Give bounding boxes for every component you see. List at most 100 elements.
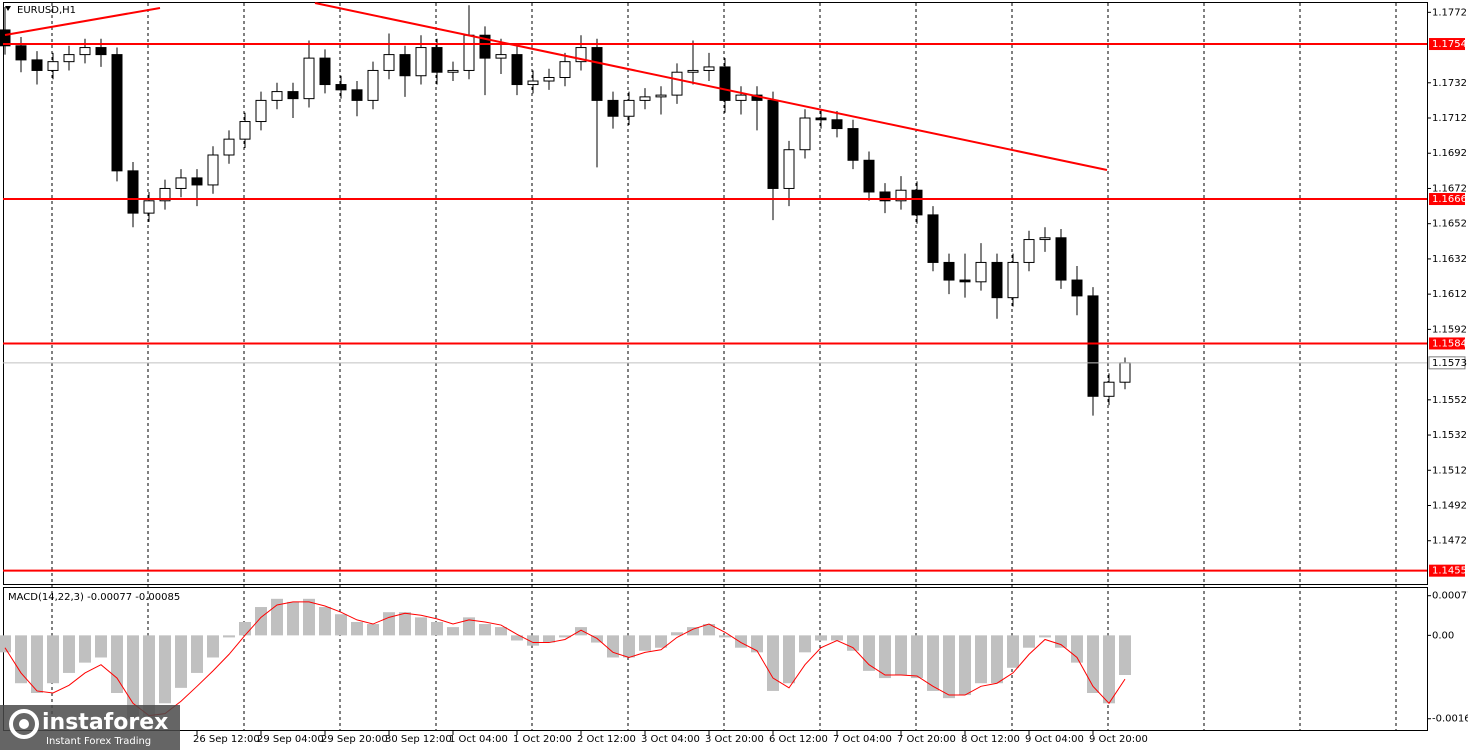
histogram-bar	[959, 635, 971, 696]
candle-body	[1103, 381, 1115, 397]
histogram-bar	[1055, 635, 1067, 648]
candle-body	[223, 138, 235, 156]
x-tick-label: 6 Oct 12:00	[769, 734, 828, 745]
histogram-bar	[191, 635, 203, 673]
x-tick-label: 9 Oct 20:00	[1089, 734, 1148, 745]
histogram-bar	[879, 635, 891, 679]
last-price-box	[1428, 356, 1466, 370]
histogram-bar	[207, 635, 219, 658]
histogram-bar	[927, 635, 939, 691]
histogram-bar	[991, 635, 1003, 684]
x-tick-label: 1 Oct 04:00	[449, 734, 508, 745]
macd-title: MACD(14,22,3) -0.00077 -0.00085	[8, 592, 180, 603]
candle-body	[463, 34, 475, 71]
candle-body	[975, 261, 987, 283]
histogram-bar	[895, 635, 907, 675]
candle-body	[735, 94, 747, 101]
histogram-bar	[0, 635, 11, 653]
candle-body	[15, 45, 27, 61]
histogram-bar	[1023, 635, 1035, 648]
candle-body	[175, 177, 187, 189]
candle-body	[143, 200, 155, 214]
histogram-bar	[255, 607, 267, 636]
histogram-bar	[527, 635, 539, 646]
histogram-bar	[511, 635, 523, 641]
candle-body	[799, 117, 811, 151]
histogram-bar	[639, 635, 651, 651]
candle-body	[575, 47, 587, 63]
level-label: 1.1666	[1432, 194, 1467, 205]
histogram-bar	[415, 617, 427, 636]
histogram-bar	[287, 601, 299, 636]
candle-body	[239, 121, 251, 140]
histogram-bar	[607, 635, 619, 658]
x-tick-label: 29 Sep 04:00	[257, 734, 324, 745]
candle-body	[319, 57, 331, 86]
signal-line	[4, 601, 1126, 717]
histogram-bar	[367, 624, 379, 636]
level-box	[1429, 193, 1465, 206]
candle-body	[111, 54, 123, 172]
histogram-bar	[159, 635, 171, 704]
candle-body	[511, 54, 523, 86]
x-tick-label: 30 Sep 12:00	[385, 734, 452, 745]
candle-body	[959, 279, 971, 283]
candle-body	[927, 214, 939, 263]
candle-body	[207, 154, 219, 186]
candle-body	[847, 128, 859, 161]
histogram-bar	[143, 635, 155, 719]
histogram-bar	[47, 635, 59, 684]
histogram-bar	[1103, 635, 1115, 704]
histogram-bar	[719, 635, 731, 638]
candle-body	[1119, 362, 1131, 383]
candle-body	[0, 29, 11, 47]
candle-body	[79, 47, 91, 56]
last-price-label: 1.1573	[1432, 358, 1467, 369]
histogram-bar	[479, 624, 491, 636]
histogram-bar	[447, 627, 459, 636]
trend-line	[4, 7, 161, 36]
histogram-bar	[735, 635, 747, 648]
level-box	[1429, 564, 1465, 577]
histogram-bar	[623, 635, 635, 658]
candle-body	[591, 47, 603, 101]
candle-body	[911, 189, 923, 216]
histogram-bar	[271, 598, 283, 636]
candle-body	[447, 69, 459, 73]
histogram-bar	[975, 635, 987, 684]
candle-body	[415, 47, 427, 77]
candle-body	[607, 99, 619, 117]
histogram-bar	[239, 621, 251, 636]
candle-body	[767, 99, 779, 189]
histogram-bar	[111, 635, 123, 693]
candle-body	[95, 47, 107, 56]
y-tick-label: 1.1552	[1432, 395, 1467, 406]
histogram-bar	[63, 635, 75, 673]
y-tick-label: 1.1632	[1432, 254, 1467, 265]
level-label: 1.1584	[1432, 338, 1467, 349]
x-tick-label: 2 Oct 12:00	[577, 734, 636, 745]
histogram-bar	[495, 627, 507, 636]
candle-body	[127, 170, 139, 214]
level-box	[1429, 337, 1465, 350]
level-box	[1429, 38, 1465, 51]
candle-body	[863, 159, 875, 193]
macd-frame	[3, 587, 1428, 731]
candle-body	[671, 71, 683, 96]
histogram-bar	[1087, 635, 1099, 693]
x-tick-label: 1 Oct 20:00	[513, 734, 572, 745]
histogram-bar	[847, 635, 859, 651]
histogram-bar	[815, 635, 827, 641]
trend-line	[314, 2, 1108, 171]
histogram-bar	[767, 635, 779, 691]
candle-body	[255, 99, 267, 123]
x-tick-label: 3 Oct 20:00	[705, 734, 764, 745]
histogram-bar	[799, 635, 811, 653]
watermark-logo	[9, 709, 39, 739]
axis-layer: 1.1772 1.1732 1.1712 1.1692 1.1672 1.1652 1.16…	[193, 7, 1468, 745]
histogram-bar	[1071, 635, 1083, 663]
candle-body	[63, 54, 75, 63]
histogram-bar	[671, 632, 683, 636]
y-tick-label: 1.1712	[1432, 113, 1467, 124]
